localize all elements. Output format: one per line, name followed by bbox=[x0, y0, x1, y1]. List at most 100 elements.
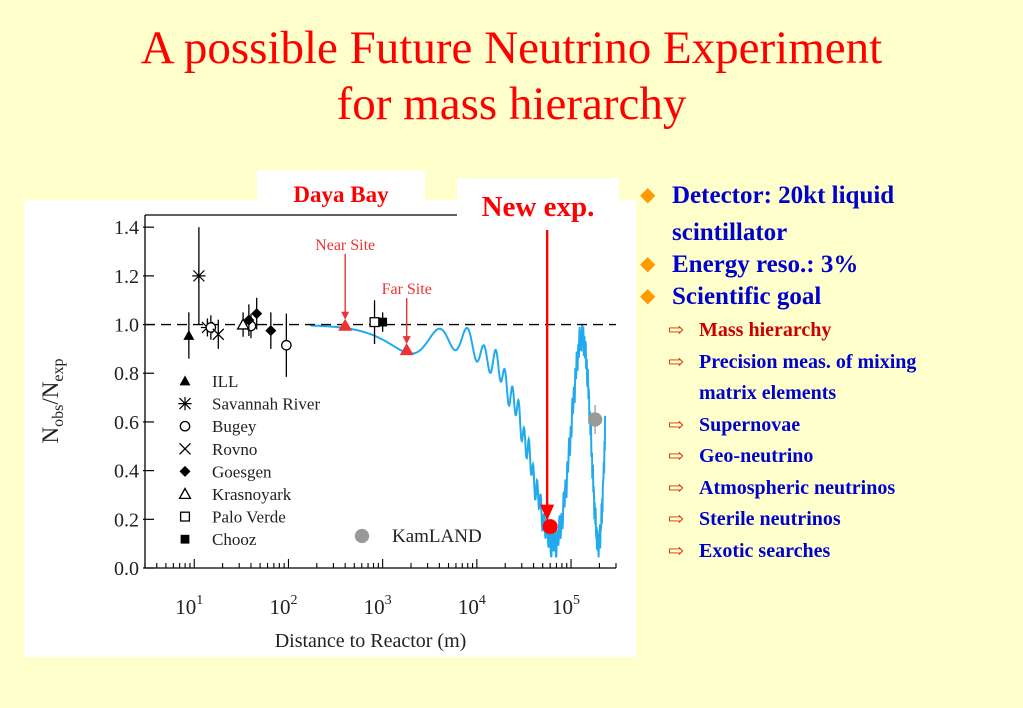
new-exp-arrow-head bbox=[540, 504, 555, 521]
subbullet-text: Atmospheric neutrinos bbox=[699, 476, 896, 499]
subbullet-text: Exotic searches bbox=[699, 539, 831, 562]
subbullet-text: Geo-neutrino bbox=[699, 445, 814, 467]
subbullet-precision: ⇨ Precision meas. of mixing matrix element… bbox=[640, 347, 1020, 410]
data-point bbox=[369, 317, 380, 328]
bullet-energy-text: Energy reso.: 3% bbox=[672, 251, 859, 278]
data-point bbox=[212, 328, 225, 341]
subbullet-exotic: ⇨ Exotic searches bbox=[640, 536, 1020, 568]
legend-label: Rovno bbox=[212, 440, 257, 459]
data-point bbox=[243, 314, 255, 326]
x-tick-label: 101 bbox=[175, 593, 203, 619]
daya-bay-callout: Daya Bay bbox=[257, 170, 425, 214]
legend-label: Goesgen bbox=[212, 462, 272, 481]
legend-marker bbox=[178, 397, 192, 411]
data-point bbox=[587, 412, 603, 427]
legend-marker bbox=[179, 442, 191, 455]
site-marker bbox=[338, 318, 353, 331]
arrow-bullet-icon: ⇨ bbox=[668, 320, 684, 341]
subbullet-supernovae: ⇨ Supernovae bbox=[640, 410, 1020, 442]
x-tick-exponent: 2 bbox=[290, 593, 297, 608]
x-tick-exponent: 5 bbox=[573, 593, 580, 608]
x-axis-label: Distance to Reactor (m) bbox=[275, 630, 467, 652]
x-tick-base: 10 bbox=[552, 595, 573, 619]
x-tick-base: 10 bbox=[458, 595, 479, 619]
y-tick-label: 1.0 bbox=[114, 315, 139, 337]
arrow-bullet-icon: ⇨ bbox=[668, 540, 684, 562]
subbullet-geo: ⇨ Geo-neutrino bbox=[640, 441, 1020, 473]
legend-label: Chooz bbox=[212, 530, 257, 549]
bullet-detector-line1: Detector: 20kt liquid bbox=[672, 182, 895, 209]
subbullet-atmospheric: ⇨ Atmospheric neutrinos bbox=[640, 473, 1020, 505]
y-tick-label: 0.8 bbox=[114, 363, 139, 385]
annotation-label: Far Site bbox=[382, 281, 432, 298]
data-point bbox=[251, 308, 263, 320]
y-axis-label-part: N bbox=[38, 427, 63, 444]
oscillation-curve bbox=[310, 324, 607, 558]
y-axis-label: Nobs/Nexp bbox=[38, 359, 67, 444]
x-tick-base: 10 bbox=[175, 595, 196, 619]
diamond-bullet-icon: ◆ bbox=[640, 184, 656, 206]
annotation-label: Near Site bbox=[315, 237, 375, 254]
legend-label: Palo Verde bbox=[212, 508, 286, 527]
x-tick-label: 105 bbox=[552, 593, 580, 619]
bullet-detector-line2: scintillator bbox=[672, 219, 788, 246]
y-axis-label-part: exp bbox=[50, 359, 67, 382]
x-tick-label: 104 bbox=[458, 593, 486, 619]
legend-marker bbox=[179, 465, 191, 477]
subbullet-text-line2: matrix elements bbox=[699, 382, 837, 404]
bullet-goal: ◆ Scientific goal bbox=[640, 278, 1020, 315]
legend-label: Savannah River bbox=[212, 395, 320, 414]
y-tick-label: 0.2 bbox=[114, 509, 139, 531]
legend-marker bbox=[354, 528, 370, 544]
diamond-bullet-icon: ◆ bbox=[640, 285, 656, 307]
slide-title: A possible Future Neutrino Experiment fo… bbox=[0, 20, 1023, 132]
data-point bbox=[265, 325, 277, 337]
arrow-bullet-icon: ⇨ bbox=[668, 477, 684, 499]
title-line-1: A possible Future Neutrino Experiment bbox=[140, 22, 883, 74]
y-tick-label: 0.0 bbox=[114, 558, 139, 580]
arrow-bullet-icon: ⇨ bbox=[668, 509, 684, 530]
subbullet-text: Sterile neutrinos bbox=[699, 508, 841, 530]
legend-marker bbox=[179, 420, 191, 432]
arrow-bullet-icon: ⇨ bbox=[668, 351, 684, 373]
y-tick-label: 0.4 bbox=[114, 461, 139, 483]
y-axis-label-part: obs bbox=[50, 405, 67, 427]
legend-label: ILL bbox=[212, 372, 238, 391]
bullet-goal-text: Scientific goal bbox=[672, 283, 822, 310]
title-line-2: for mass hierarchy bbox=[336, 78, 687, 130]
x-tick-base: 10 bbox=[269, 595, 290, 619]
x-tick-exponent: 1 bbox=[196, 593, 203, 608]
data-point bbox=[183, 330, 195, 340]
chart-panel: 0.0 0.2 0.4 0.6 0.8 1.0 1.2 1.4 101 102 103 104 105 D… bbox=[24, 200, 636, 657]
x-tick-label: 102 bbox=[269, 593, 297, 619]
bullet-energy: ◆ Energy reso.: 3% bbox=[640, 246, 1020, 283]
legend-label: Bugey bbox=[212, 417, 257, 436]
legend-label: Krasnoyark bbox=[212, 485, 292, 504]
data-point bbox=[192, 269, 206, 283]
bullet-list: ◆ Detector: 20kt liquid scintillator ◆ Ener… bbox=[640, 182, 1020, 567]
y-tick-label: 1.4 bbox=[114, 217, 139, 239]
legend-marker bbox=[179, 511, 191, 522]
legend-marker bbox=[180, 534, 190, 544]
bullet-detector: ◆ Detector: 20kt liquid scintillator bbox=[640, 177, 1020, 251]
x-tick-exponent: 4 bbox=[479, 593, 486, 608]
new-exp-callout: New exp. bbox=[457, 178, 619, 226]
annotation-arrow-head bbox=[402, 336, 411, 345]
x-tick-exponent: 3 bbox=[385, 593, 392, 608]
data-point bbox=[236, 317, 250, 330]
x-tick-label: 103 bbox=[364, 593, 392, 619]
subbullet-mass-hierarchy: ⇨ Mass hierarchy bbox=[640, 315, 1020, 347]
subbullet-text: Mass hierarchy bbox=[699, 319, 832, 341]
arrow-bullet-icon: ⇨ bbox=[668, 446, 684, 467]
daya-bay-label: Daya Bay bbox=[293, 182, 389, 207]
arrow-bullet-icon: ⇨ bbox=[668, 414, 684, 436]
subbullet-text: Supernovae bbox=[699, 413, 801, 436]
subbullet-sterile: ⇨ Sterile neutrinos bbox=[640, 504, 1020, 536]
legend-marker bbox=[179, 375, 191, 386]
annotation-arrow-head bbox=[341, 311, 350, 320]
new-exp-label: New exp. bbox=[481, 191, 595, 223]
y-axis-label-part: /N bbox=[38, 381, 63, 404]
data-point bbox=[281, 339, 292, 351]
legend-label: KamLAND bbox=[392, 526, 482, 547]
